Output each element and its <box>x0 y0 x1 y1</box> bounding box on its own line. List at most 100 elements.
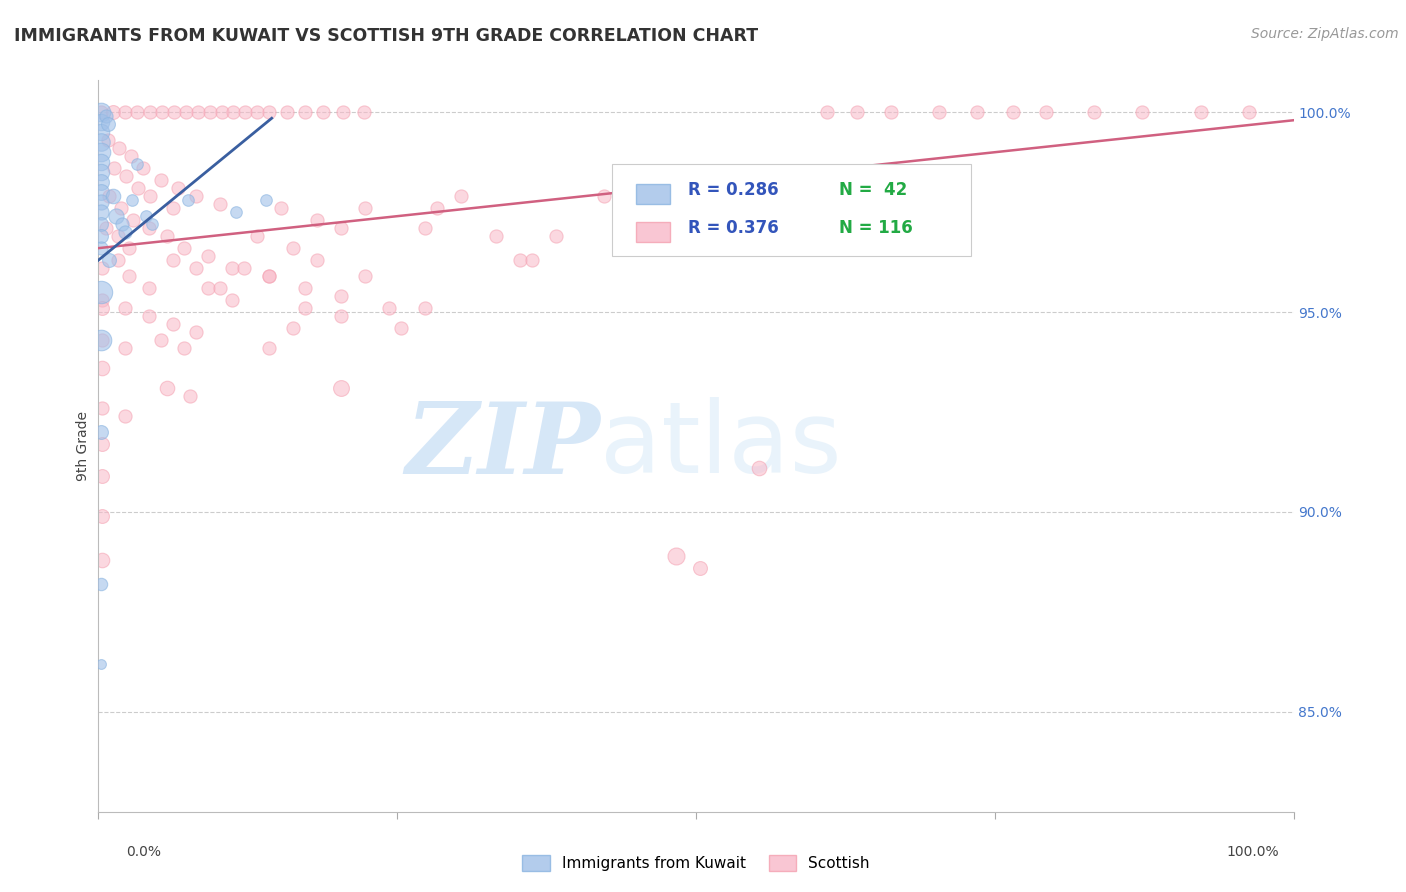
Point <box>162 201 184 215</box>
Point <box>276 105 298 120</box>
Text: N =  42: N = 42 <box>839 181 908 199</box>
Text: atlas: atlas <box>600 398 842 494</box>
Point <box>162 253 184 268</box>
Point <box>186 189 208 203</box>
Point <box>138 309 160 323</box>
Point <box>815 105 838 120</box>
Point <box>354 201 377 215</box>
Point <box>101 189 124 203</box>
Text: 100.0%: 100.0% <box>1227 845 1279 859</box>
Point <box>179 389 201 403</box>
Point <box>90 217 112 231</box>
Point <box>131 161 153 176</box>
Point <box>114 225 136 239</box>
Point <box>155 229 177 244</box>
Point <box>259 269 281 284</box>
Point <box>90 241 112 255</box>
Point <box>94 221 117 235</box>
Point <box>665 213 688 227</box>
Point <box>233 261 256 276</box>
Point <box>1035 105 1057 120</box>
Point <box>209 197 232 211</box>
Point <box>90 145 112 160</box>
Point <box>225 205 247 219</box>
Point <box>186 261 208 276</box>
Point <box>141 217 163 231</box>
Point <box>91 437 114 451</box>
Point <box>90 205 112 219</box>
Point <box>354 269 377 284</box>
Point <box>174 105 197 120</box>
Point <box>173 241 195 255</box>
Point <box>593 189 616 203</box>
Point <box>121 193 143 207</box>
Point <box>149 173 172 187</box>
Point <box>125 157 148 171</box>
Point <box>91 553 114 567</box>
Point <box>1130 105 1153 120</box>
Point <box>259 269 281 284</box>
Point <box>90 195 112 210</box>
Point <box>413 301 436 315</box>
Point <box>221 261 243 276</box>
Point <box>138 221 160 235</box>
Point <box>198 105 221 120</box>
Point <box>221 293 243 307</box>
Point <box>118 269 141 284</box>
Point <box>748 461 770 475</box>
Point <box>485 229 508 244</box>
Point <box>330 381 353 395</box>
Point <box>125 105 148 120</box>
Text: R = 0.286: R = 0.286 <box>688 181 779 199</box>
Point <box>389 321 412 335</box>
Point <box>90 105 112 120</box>
Point <box>107 141 129 155</box>
Point <box>91 469 114 483</box>
Point <box>332 105 354 120</box>
Point <box>139 105 162 120</box>
Point <box>138 281 160 295</box>
Point <box>197 281 219 295</box>
Point <box>378 301 401 315</box>
Text: 0.0%: 0.0% <box>127 845 162 859</box>
Point <box>101 105 124 120</box>
Point <box>270 201 292 215</box>
Point <box>98 189 121 203</box>
Point <box>90 175 112 189</box>
Point <box>149 333 172 347</box>
Point <box>413 221 436 235</box>
Point <box>330 221 353 235</box>
Point <box>105 209 128 223</box>
Point <box>294 281 316 295</box>
Point <box>330 289 353 303</box>
Point <box>522 253 544 268</box>
Point <box>330 309 353 323</box>
Text: ZIP: ZIP <box>405 398 600 494</box>
Point <box>259 341 281 355</box>
Point <box>90 425 112 439</box>
Text: R = 0.376: R = 0.376 <box>688 219 779 237</box>
Point <box>283 321 305 335</box>
Point <box>103 161 125 176</box>
Point <box>91 301 114 315</box>
Point <box>90 105 112 120</box>
Point <box>928 105 950 120</box>
Point <box>209 281 232 295</box>
Point <box>120 149 142 163</box>
Point <box>1001 105 1024 120</box>
Point <box>689 561 711 575</box>
Point <box>177 193 200 207</box>
Point <box>846 105 869 120</box>
Point <box>167 181 190 195</box>
Point <box>97 117 120 131</box>
Point <box>186 325 208 339</box>
Point <box>1239 105 1261 120</box>
Point <box>110 201 132 215</box>
Legend: Immigrants from Kuwait, Scottish: Immigrants from Kuwait, Scottish <box>516 849 876 877</box>
Point <box>546 229 568 244</box>
Point <box>150 105 173 120</box>
Point <box>1083 105 1105 120</box>
Point <box>90 577 112 591</box>
Point <box>118 241 141 255</box>
Y-axis label: 9th Grade: 9th Grade <box>76 411 90 481</box>
